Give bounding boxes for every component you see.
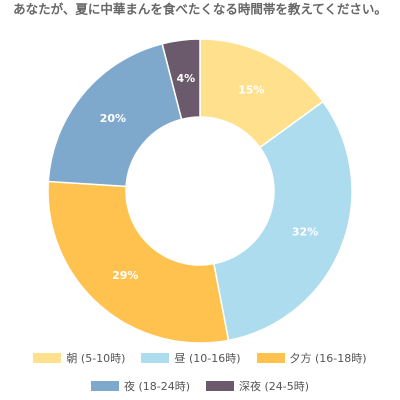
legend-swatch <box>256 353 285 363</box>
legend: 朝 (5-10時) 昼 (10-16時) 夕方 (16-18時) 夜 (18-24時)… <box>0 350 400 394</box>
data-label: 29% <box>112 269 138 282</box>
chart-title: あなたが、夏に中華まんを食べたくなる時間帯を教えてください。 <box>13 2 387 17</box>
legend-swatch <box>206 381 234 391</box>
legend-swatch <box>141 353 170 363</box>
data-label: 15% <box>238 83 264 96</box>
legend-item: 深夜 (24-5時) <box>206 378 309 394</box>
slice <box>47 180 230 344</box>
data-label: 20% <box>100 112 126 125</box>
slice <box>161 38 201 121</box>
legend-label: 朝 (5-10時) <box>66 352 126 365</box>
legend-label: 昼 (10-16時) <box>174 352 241 365</box>
legend-label: 深夜 (24-5時) <box>239 380 310 393</box>
data-label: 4% <box>176 72 195 85</box>
legend-swatch <box>33 353 62 363</box>
slice <box>212 100 353 342</box>
legend-item: 朝 (5-10時) <box>33 350 125 366</box>
data-label: 32% <box>292 226 318 239</box>
chart: あなたが、夏に中華まんを食べたくなる時間帯を教えてください。 15% 32% 29%… <box>13 2 387 344</box>
legend-item: 昼 (10-16時) <box>141 350 241 366</box>
legend-swatch <box>90 381 119 391</box>
legend-label: 夜 (18-24時) <box>123 380 190 393</box>
legend-label: 夕方 (16-18時) <box>289 352 367 365</box>
legend-item: 夕方 (16-18時) <box>256 350 367 366</box>
slice <box>47 42 183 188</box>
legend-item: 夜 (18-24時) <box>90 378 190 394</box>
